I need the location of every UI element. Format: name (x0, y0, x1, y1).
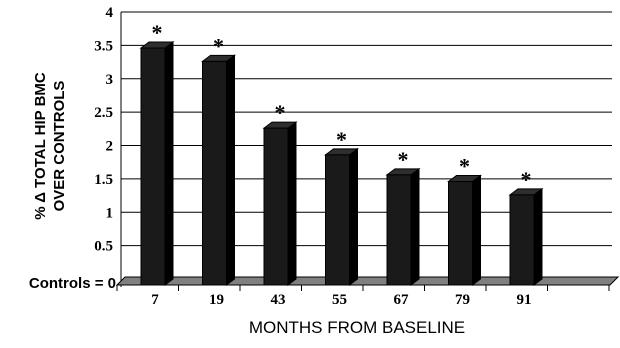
bar-side (410, 167, 420, 286)
y-tick-label: 3 (106, 72, 114, 88)
bar-front (202, 60, 227, 286)
x-tick-label: 19 (209, 292, 224, 308)
x-tick-label: 67 (394, 292, 410, 308)
bar (385, 167, 421, 286)
significance-star: * (152, 20, 163, 45)
significance-star: * (521, 167, 532, 192)
y-tick-label: 4 (106, 5, 114, 21)
y-tick-label: 1.5 (94, 172, 113, 188)
bar (447, 174, 482, 286)
y-tick-labels: 0.5 1 1.5 2 2.5 3 3.5 4 (94, 5, 113, 255)
bar-side (226, 54, 235, 286)
bar-front (263, 127, 289, 286)
y-tick-label: 3.5 (94, 38, 113, 54)
significance-markers: * * * * * * * (152, 20, 532, 192)
bar-side (164, 41, 174, 286)
y-tick-label: 0.5 (94, 239, 113, 255)
y-axis-title: % Δ TOTAL HIP BMC OVER CONTROLS (32, 72, 68, 220)
significance-star: * (336, 127, 347, 152)
x-tick-labels: 7 19 43 55 67 79 91 (151, 292, 531, 308)
x-tick-label: 43 (271, 292, 286, 308)
bar (324, 147, 359, 286)
significance-star: * (459, 154, 470, 179)
significance-star: * (398, 147, 409, 172)
x-tick-label: 79 (455, 292, 470, 308)
x-tick-label: 91 (517, 292, 532, 308)
bar (262, 121, 298, 286)
y-tick-label: 2 (106, 139, 114, 155)
x-tick-label: 55 (332, 292, 347, 308)
bar-front (140, 47, 166, 286)
chart-floor (115, 276, 620, 291)
bar-side (472, 174, 481, 286)
floor (115, 276, 620, 286)
x-axis-title: MONTHS FROM BASELINE (249, 318, 465, 337)
bar-front (386, 174, 412, 286)
bar (508, 187, 544, 286)
bar-front (325, 154, 350, 286)
bar-side (533, 187, 543, 286)
bar-side (287, 121, 297, 286)
y-axis-title-line-1: % Δ TOTAL HIP BMC (32, 72, 49, 220)
significance-star: * (213, 33, 224, 58)
y-tick-label: 1 (106, 205, 114, 221)
bar-front (448, 181, 473, 286)
bar (201, 54, 236, 286)
significance-star: * (275, 100, 286, 125)
bar (139, 41, 175, 286)
bar-side (349, 147, 358, 286)
bars (139, 41, 544, 286)
y-axis-title-line-2: OVER CONTROLS (51, 81, 68, 212)
x-tick-label: 7 (151, 292, 159, 308)
bar-front (509, 194, 535, 286)
controls-baseline-label: Controls = 0 (29, 275, 116, 292)
y-tick-label: 2.5 (94, 105, 113, 121)
